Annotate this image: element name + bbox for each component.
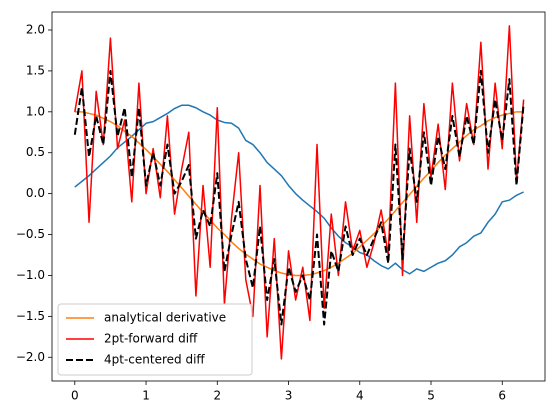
legend: analytical derivative 2pt-forward diff 4pt… [57,303,253,376]
y-tick-label: −2.0 [16,350,45,364]
legend-label: 2pt-forward diff [104,332,198,346]
legend-label: 4pt-centered diff [104,353,205,367]
legend-box [57,303,253,376]
x-tick-label: 4 [356,389,364,403]
x-tick-label: 5 [427,389,435,403]
x-tick-label: 6 [498,389,506,403]
y-tick-label: 0.0 [26,186,45,200]
y-tick-label: 2.0 [26,23,45,37]
line-series [73,69,525,326]
y-tick-label: 1.5 [26,63,45,77]
x-tick-label: 2 [213,389,221,403]
legend-label: analytical derivative [104,311,226,325]
x-tick-label: 3 [285,389,293,403]
x-tick-label: 0 [71,389,79,403]
y-tick-label: −0.5 [16,227,45,241]
x-tick-label: 1 [142,389,150,403]
y-tick-label: 0.5 [26,145,45,159]
y-tick-label: −1.0 [16,268,45,282]
y-tick-label: −1.5 [16,309,45,323]
y-tick-label: 1.0 [26,104,45,118]
axes-frame [51,11,546,382]
line-series [74,104,524,275]
line-series [74,111,524,277]
